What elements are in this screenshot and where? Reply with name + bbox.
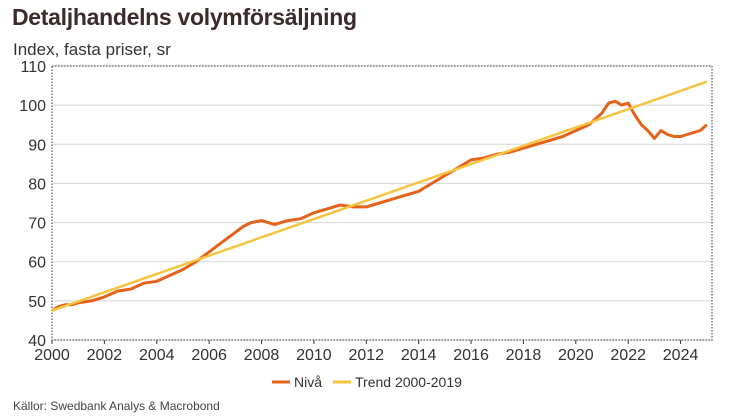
source-note: Källor: Swedbank Analys & Macrobond	[13, 399, 220, 413]
x-tick-label: 2022	[610, 347, 646, 364]
y-tick-label: 110	[20, 59, 46, 76]
y-axis-ticks: 40 50 60 70 80 90 100 110	[19, 59, 46, 350]
y-tick-label: 40	[28, 333, 46, 350]
y-tick-label: 70	[28, 216, 46, 233]
y-tick-label: 80	[28, 176, 46, 193]
y-tick-label: 100	[19, 98, 46, 115]
x-tick-label: 2020	[558, 347, 594, 364]
x-tick-label: 2000	[34, 347, 70, 364]
x-tick-label: 2006	[191, 347, 227, 364]
x-tick-label: 2014	[401, 347, 437, 364]
y-tick-label: 60	[28, 255, 46, 272]
x-tick-label: 2016	[453, 347, 489, 364]
x-tick-label: 2010	[296, 347, 332, 364]
x-tick-label: 2024	[663, 347, 699, 364]
series-line-trend	[51, 80, 708, 312]
legend-label-niva: Nivå	[294, 374, 322, 390]
legend-label-trend: Trend 2000-2019	[355, 374, 462, 390]
x-tick-label: 2008	[244, 347, 280, 364]
plot-frame	[51, 65, 713, 341]
x-axis-ticks: 2000 2002 2004 2006 2008 2010 2012 2014 2016 2018…	[34, 340, 698, 364]
chart-subtitle: Index, fasta priser, sr	[13, 40, 171, 59]
x-tick-label: 2018	[506, 347, 542, 364]
x-tick-label: 2012	[348, 347, 384, 364]
series-lines	[51, 80, 708, 312]
x-tick-label: 2004	[139, 347, 175, 364]
chart-title: Detaljhandelns volymförsäljning	[12, 4, 357, 30]
legend: Nivå Trend 2000-2019	[272, 374, 462, 390]
x-tick-label: 2002	[87, 347, 123, 364]
y-tick-label: 90	[28, 137, 46, 154]
y-tick-label: 50	[28, 294, 46, 311]
series-line-niva	[51, 99, 708, 312]
